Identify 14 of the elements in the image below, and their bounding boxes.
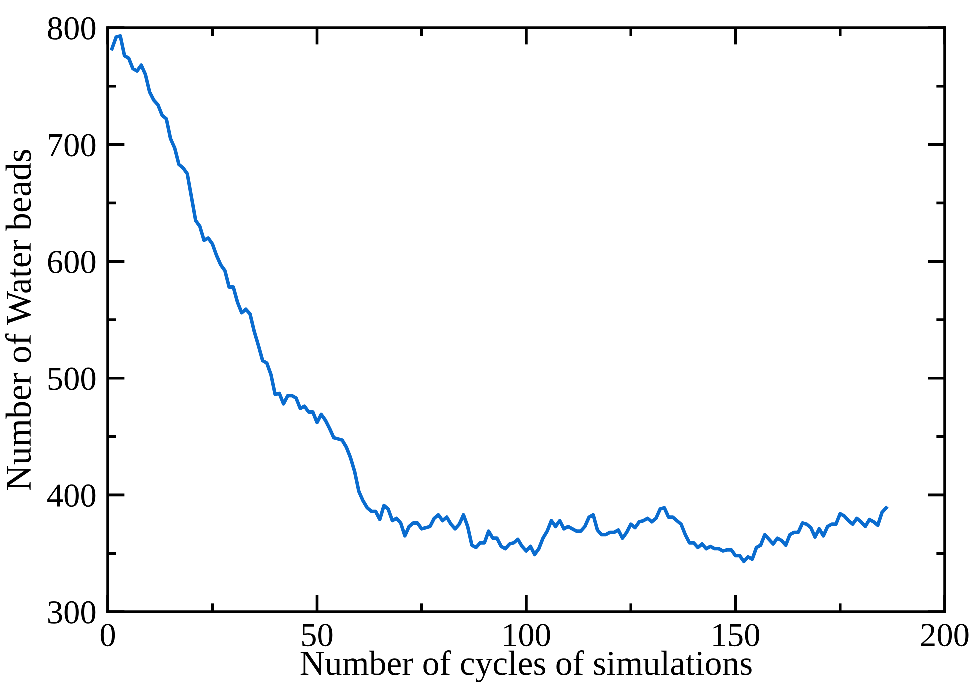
x-tick-label: 0 bbox=[100, 624, 116, 647]
y-tick-label: 600 bbox=[48, 251, 96, 274]
x-tick-label: 200 bbox=[921, 624, 969, 647]
y-axis-title: Number of Water beads bbox=[5, 150, 32, 490]
y-tick-label: 300 bbox=[48, 601, 96, 624]
y-tick-label: 700 bbox=[49, 134, 96, 157]
x-axis-title: Number of cycles of simulations bbox=[300, 650, 752, 682]
x-tick-label: 50 bbox=[302, 624, 333, 647]
y-tick-label: 800 bbox=[48, 17, 96, 40]
line-series bbox=[110, 34, 888, 564]
y-tick-label: 500 bbox=[48, 368, 96, 390]
x-tick-label: 150 bbox=[714, 624, 760, 647]
x-tick-label: 100 bbox=[504, 624, 550, 647]
y-tick-label: 400 bbox=[48, 484, 96, 508]
